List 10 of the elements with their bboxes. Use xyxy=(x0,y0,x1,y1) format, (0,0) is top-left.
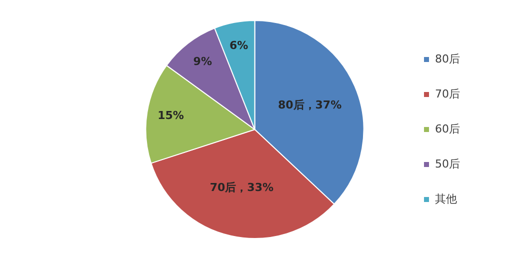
data-label: 70后，33% xyxy=(210,180,274,194)
legend-label: 80后 xyxy=(435,52,460,66)
legend-label: 60后 xyxy=(435,122,460,136)
data-label: 80后，37% xyxy=(278,98,342,112)
legend-label: 50后 xyxy=(435,157,460,170)
data-label: 15% xyxy=(158,109,184,122)
legend-label: 70后 xyxy=(435,87,460,100)
legend-label: 其他 xyxy=(435,192,458,206)
data-label: 9% xyxy=(193,55,212,68)
data-label: 6% xyxy=(229,38,248,52)
